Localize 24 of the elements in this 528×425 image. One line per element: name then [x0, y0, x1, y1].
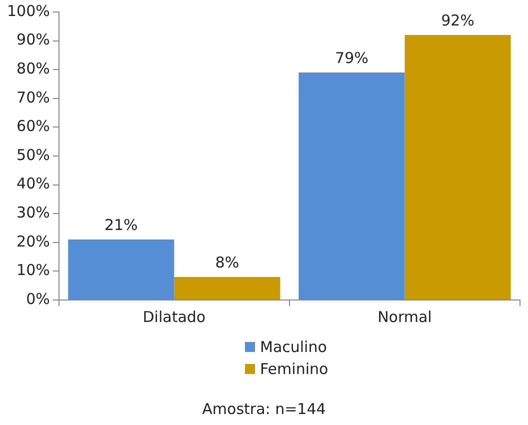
y-tick-label: 10% — [16, 261, 50, 280]
y-tick-label: 20% — [16, 232, 50, 250]
y-tick-label: 60% — [16, 117, 50, 136]
data-label: 8% — [215, 253, 240, 272]
data-label: 21% — [104, 216, 138, 234]
y-tick-label: 0% — [26, 290, 50, 308]
text: Amostra: n=144 — [201, 400, 327, 418]
legend-label: Maculino — [260, 338, 327, 356]
y-tick-label: 90% — [16, 30, 50, 49]
bar — [404, 35, 511, 300]
y-tick-label: 30% — [16, 203, 50, 222]
y-tick-label: 40% — [16, 174, 50, 193]
bar — [68, 240, 174, 300]
data-label: 79% — [335, 48, 368, 67]
legend-label: Feminino — [260, 360, 328, 378]
x-tick-label: Normal — [378, 308, 432, 326]
y-tick-label: 70% — [16, 88, 50, 106]
x-tick-label: Dilatado — [142, 308, 206, 326]
y-tick-label: 80% — [16, 59, 50, 78]
bar — [298, 72, 405, 300]
y-tick-label: 50% — [16, 146, 50, 164]
y-tick-label: 100% — [6, 2, 50, 20]
data-label: 92% — [441, 11, 474, 30]
bar — [174, 276, 280, 300]
